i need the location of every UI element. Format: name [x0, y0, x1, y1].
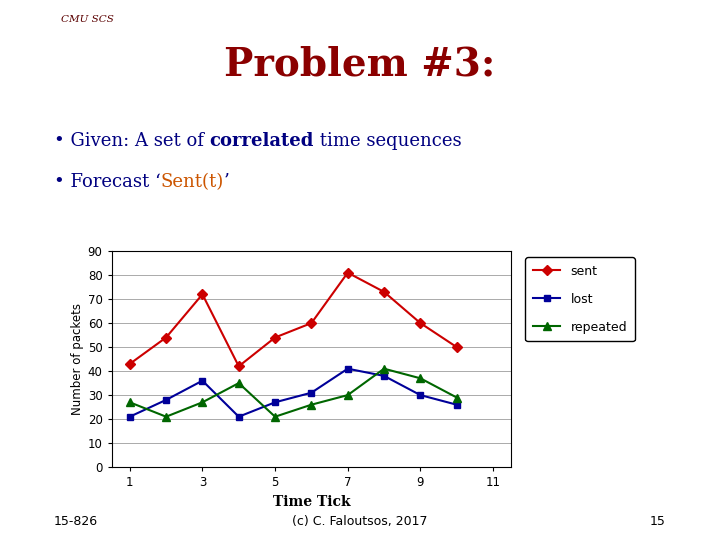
repeated [416, 375, 425, 382]
Line: lost: lost [126, 365, 460, 420]
lost [416, 392, 425, 399]
Line: sent: sent [126, 269, 460, 370]
Line: repeated: repeated [125, 364, 461, 421]
Text: 15-826: 15-826 [54, 515, 98, 528]
repeated [162, 414, 171, 420]
repeated [343, 392, 352, 399]
sent [162, 334, 171, 341]
Text: Sent(t): Sent(t) [161, 173, 224, 191]
Text: • Given: A set of: • Given: A set of [54, 132, 210, 150]
sent [271, 334, 279, 341]
lost [379, 373, 388, 379]
lost [452, 401, 461, 408]
repeated [125, 399, 134, 406]
repeated [271, 414, 279, 420]
Text: correlated: correlated [210, 132, 314, 150]
lost [198, 377, 207, 384]
lost [125, 414, 134, 420]
Text: CMU SCS: CMU SCS [61, 15, 114, 24]
repeated [379, 366, 388, 372]
Text: Problem #3:: Problem #3: [225, 46, 495, 84]
sent [307, 320, 315, 326]
sent [343, 269, 352, 276]
lost [271, 399, 279, 406]
Text: ’: ’ [224, 173, 230, 191]
repeated [452, 394, 461, 401]
Y-axis label: Number of packets: Number of packets [71, 303, 84, 415]
sent [235, 363, 243, 369]
repeated [307, 401, 315, 408]
repeated [198, 399, 207, 406]
lost [343, 366, 352, 372]
X-axis label: Time Tick: Time Tick [273, 495, 350, 509]
sent [125, 361, 134, 367]
repeated [235, 380, 243, 386]
lost [235, 414, 243, 420]
Text: time sequences: time sequences [314, 132, 462, 150]
sent [452, 344, 461, 350]
sent [416, 320, 425, 326]
sent [198, 291, 207, 298]
Text: • Forecast ‘: • Forecast ‘ [54, 173, 161, 191]
Text: (c) C. Faloutsos, 2017: (c) C. Faloutsos, 2017 [292, 515, 428, 528]
lost [307, 389, 315, 396]
lost [162, 397, 171, 403]
Text: 15: 15 [650, 515, 666, 528]
Legend: sent, lost, repeated: sent, lost, repeated [526, 258, 634, 341]
sent [379, 289, 388, 295]
